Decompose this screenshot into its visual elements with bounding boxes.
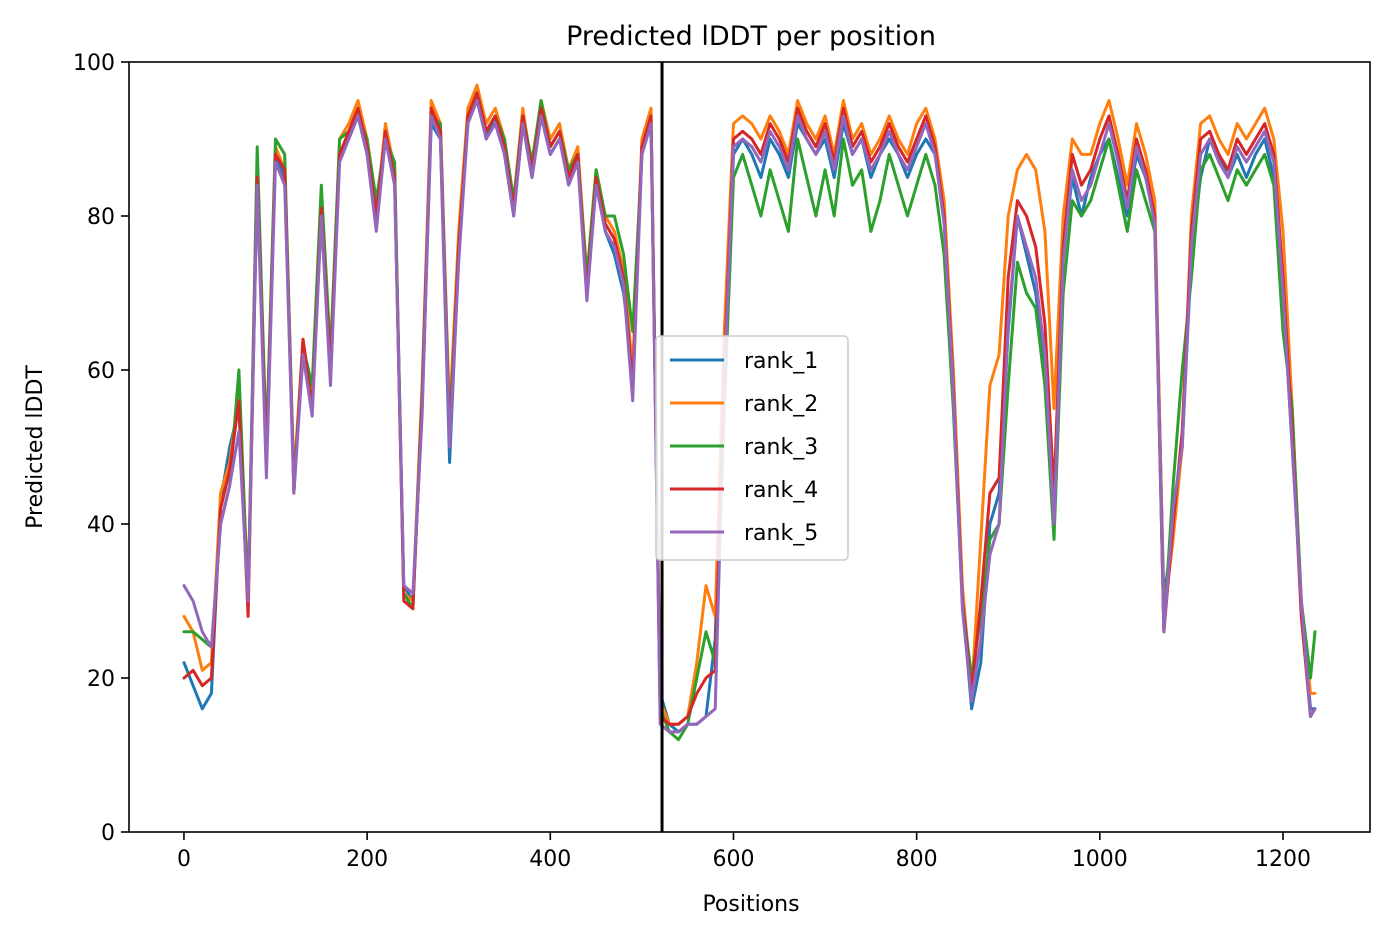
x-tick-label: 800 bbox=[896, 847, 938, 872]
y-tick-label: 60 bbox=[87, 359, 115, 384]
y-tick-label: 0 bbox=[101, 821, 115, 846]
legend-label-rank-2: rank_2 bbox=[744, 392, 818, 417]
legend-label-rank-1: rank_1 bbox=[744, 349, 818, 374]
x-tick-label: 0 bbox=[177, 847, 191, 872]
plot-frame bbox=[128, 61, 1371, 833]
y-tick-label: 20 bbox=[87, 667, 115, 692]
series-line-rank-5 bbox=[182, 99, 1317, 734]
x-tick-label: 1200 bbox=[1255, 847, 1311, 872]
y-tick-label: 80 bbox=[87, 205, 115, 230]
chart-title: Predicted lDDT per position bbox=[566, 21, 936, 52]
x-tick-label: 600 bbox=[712, 847, 754, 872]
legend-label-rank-4: rank_4 bbox=[744, 478, 818, 503]
x-tick-label: 400 bbox=[529, 847, 571, 872]
series-line-rank-3 bbox=[182, 91, 1317, 742]
x-axis-label: Positions bbox=[702, 892, 799, 917]
x-tick-label: 200 bbox=[346, 847, 388, 872]
legend-label-rank-3: rank_3 bbox=[744, 435, 818, 460]
y-axis: 0 20 40 60 80 100 bbox=[73, 51, 129, 846]
y-axis-label: Predicted lDDT bbox=[23, 365, 48, 529]
plot-area bbox=[182, 83, 1317, 742]
y-tick-label: 100 bbox=[73, 51, 115, 76]
y-tick-label: 40 bbox=[87, 513, 115, 538]
legend: rank_1 rank_2 rank_3 rank_4 rank_5 bbox=[655, 335, 849, 561]
legend-label-rank-5: rank_5 bbox=[744, 521, 818, 546]
x-tick-label: 1000 bbox=[1072, 847, 1128, 872]
x-axis: 0 200 400 600 800 1000 1200 bbox=[177, 832, 1311, 872]
legend-box bbox=[655, 335, 849, 561]
